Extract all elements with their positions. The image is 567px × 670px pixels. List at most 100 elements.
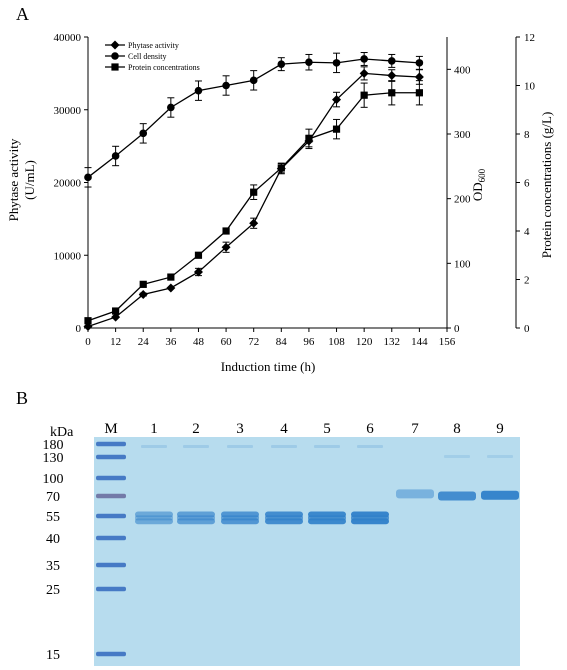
lane-label: 7: [411, 421, 419, 437]
lane-band: [265, 515, 303, 521]
marker-band: [96, 562, 126, 568]
circle-marker: [332, 59, 341, 67]
lane-band: [177, 515, 215, 521]
square-marker: [360, 91, 368, 99]
marker-band: [96, 535, 126, 541]
x-tick-label: 12: [110, 336, 121, 348]
circle-marker: [387, 57, 396, 65]
legend-label: Phytase activity: [128, 41, 179, 50]
chart-series: [83, 52, 424, 332]
series-line: [87, 92, 420, 322]
lane-label: 8: [453, 421, 461, 437]
y-mid-tick-label: 0: [454, 323, 460, 335]
faint-band: [314, 445, 340, 448]
lane-band: [351, 515, 389, 521]
lane-label: 3: [236, 421, 244, 437]
gel-bands: [96, 441, 519, 657]
marker-band: [96, 475, 126, 481]
square-marker: [84, 317, 92, 325]
legend-item: Cell density: [105, 52, 166, 61]
mw-label: 40: [46, 532, 60, 547]
square-marker: [277, 164, 285, 172]
x-tick-label: 24: [138, 336, 150, 348]
circle-marker: [305, 58, 313, 67]
square-marker: [194, 251, 203, 259]
chart-legend: Phytase activity Cell density Protein conc…: [105, 40, 200, 72]
lane-label: 2: [192, 421, 200, 437]
y-mid-tick-label: 400: [454, 64, 471, 76]
square-marker: [388, 89, 396, 97]
y-right-tick-label: 0: [524, 323, 530, 335]
diamond-marker: [193, 267, 203, 277]
faint-band: [141, 445, 167, 448]
x-tick-label: 84: [276, 336, 288, 348]
lane-band: [481, 490, 519, 500]
faint-band: [487, 455, 513, 458]
x-tick-label: 0: [85, 336, 91, 348]
mw-label: 35: [46, 559, 60, 574]
y-axis-left-title-group: Phytase activity (U/mL): [6, 138, 37, 221]
lane-band: [221, 515, 259, 521]
mw-label: 25: [46, 583, 60, 598]
legend-item: Protein concentrations: [105, 63, 200, 72]
y-left-tick-label: 10000: [54, 250, 82, 262]
y-right-tick-label: 4: [524, 226, 530, 238]
series-protein-concentrations: [84, 80, 423, 325]
lane-band: [438, 491, 476, 501]
x-tick-label: 108: [328, 336, 345, 348]
mw-label: 130: [43, 451, 64, 466]
diamond-marker: [111, 312, 121, 322]
x-tick-label: 120: [356, 336, 373, 348]
lane-band: [308, 515, 346, 521]
x-tick-label: 48: [193, 336, 205, 348]
marker-band: [96, 493, 126, 499]
circle-marker: [249, 76, 258, 85]
diamond-marker: [414, 72, 424, 82]
lane-band: [135, 511, 173, 518]
y-right-tick-label: 12: [524, 32, 535, 44]
legend-item: Phytase activity: [105, 40, 179, 50]
y-left-tick-label: 20000: [54, 178, 82, 190]
faint-band: [444, 455, 470, 458]
faint-band: [271, 445, 297, 448]
y-mid-tick-label: 300: [454, 129, 471, 141]
circle-marker: [111, 52, 119, 60]
mw-label: 15: [46, 648, 60, 663]
y-axis-left-title-line1: Phytase activity: [6, 138, 21, 221]
faint-band: [357, 445, 383, 448]
panel-b-letter: B: [16, 388, 28, 408]
diamond-marker: [332, 95, 342, 105]
lane-label: M: [104, 421, 117, 437]
y-axis-left-title-line2: (U/mL): [22, 160, 37, 200]
x-tick-label: 60: [221, 336, 233, 348]
diamond-marker: [359, 68, 369, 78]
circle-marker: [277, 60, 286, 68]
x-tick-label: 72: [248, 336, 259, 348]
x-tick-label: 144: [411, 336, 428, 348]
circle-marker: [84, 173, 92, 182]
circle-marker: [222, 81, 230, 90]
lane-label: 9: [496, 421, 504, 437]
y-right-tick-label: 2: [524, 275, 530, 287]
legend-label: Cell density: [128, 52, 166, 61]
y-mid-tick-label: 200: [454, 194, 471, 206]
square-marker: [112, 307, 120, 315]
x-tick-label: 36: [165, 336, 177, 348]
y-axis-mid-title-sub: 600: [477, 168, 487, 182]
diamond-marker: [221, 242, 231, 252]
chart-axes: [87, 37, 517, 329]
y-left-tick-label: 30000: [54, 105, 82, 117]
y-axis-mid-title-group: OD600: [470, 168, 487, 201]
lane-band: [396, 489, 434, 499]
marker-band: [96, 651, 126, 657]
marker-band: [96, 513, 126, 519]
circle-marker: [167, 103, 175, 112]
square-marker: [415, 89, 423, 97]
y-left-tick-label: 0: [76, 323, 82, 335]
diamond-marker: [166, 283, 176, 293]
diamond-marker: [387, 71, 397, 81]
lane-label: 4: [280, 421, 288, 437]
